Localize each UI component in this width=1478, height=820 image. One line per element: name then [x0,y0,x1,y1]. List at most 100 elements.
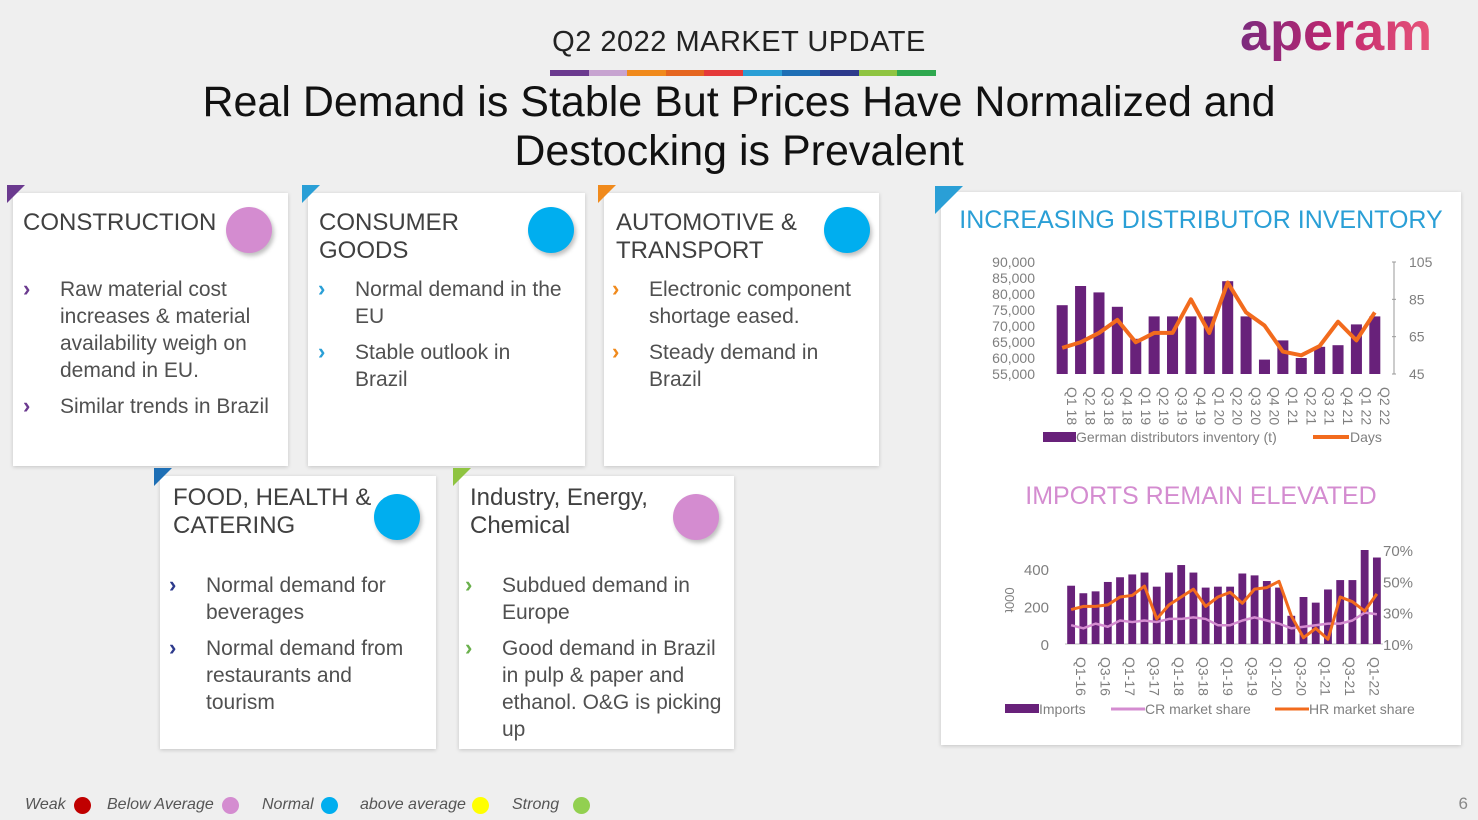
bar [1148,316,1160,374]
chart2-title: IMPORTS REMAIN ELEVATED [1025,482,1377,510]
chevron-right-icon: › [23,393,31,418]
y2-tick-label: 50% [1383,574,1413,591]
bar [1130,338,1142,374]
y-tick-label: 0 [1041,637,1049,654]
bar [1372,557,1381,644]
legend-label: Below Average [107,796,214,813]
x-tick-label: Q1 18 [1064,387,1080,425]
x-tick-label: Q1 19 [1138,387,1154,425]
chart1-title: INCREASING DISTRIBUTOR INVENTORY [959,206,1443,234]
stripe-segment [858,70,898,76]
status-dot-normal [528,207,574,253]
y2-tick-label: 65 [1409,329,1425,345]
bar [1185,316,1197,374]
bullet-text: Steady demand in Brazil [649,341,819,391]
y2-tick-label: 85 [1409,291,1425,307]
status-dot-below-average [673,494,719,540]
chevron-right-icon: › [169,635,177,660]
x-tick-label: Q3 20 [1248,387,1264,425]
x-tick-label: Q4 18 [1119,387,1135,425]
x-tick-label: Q1 22 [1358,387,1374,425]
bar [1262,581,1271,644]
legend-dot [74,797,91,814]
y-tick-label: 90,000 [992,254,1035,270]
bar [1167,316,1179,374]
bar [1165,572,1173,644]
color-stripe [550,70,936,76]
legend-dot [472,797,489,814]
x-tick-label: Q3 19 [1175,387,1191,425]
y-tick-label: 70,000 [992,318,1035,334]
bar [1189,572,1198,644]
stripe-segment [665,70,705,76]
x-tick-label: Q3-20 [1293,657,1309,696]
bar [1295,358,1307,374]
stripe-segment [781,70,821,76]
x-tick-label: Q3-17 [1147,657,1163,696]
bullet-text: Normal demand for beverages [206,574,386,624]
y-tick-label: 65,000 [992,334,1035,350]
chevron-right-icon: › [318,276,326,301]
bar [1277,340,1289,374]
card-construction: CONSTRUCTION › Raw material cost increas… [7,185,288,466]
charts-panel: INCREASING DISTRIBUTOR INVENTORY 90,000 8… [941,192,1461,745]
y-tick-label: 75,000 [992,302,1035,318]
status-dot-normal [374,494,420,540]
card-automotive-transport: AUTOMOTIVE & TRANSPORT › Electronic comp… [598,185,879,466]
x-tick-label: Q1-17 [1122,657,1138,696]
y-tick-label: 200 [1024,599,1049,616]
card-corner-marker [453,468,471,486]
bar [1201,587,1210,644]
bar [1067,585,1076,644]
bar [1324,589,1332,644]
stripe-segment [897,70,936,76]
legend-label: HR market share [1309,701,1415,717]
legend-label: German distributors inventory (t) [1076,429,1277,445]
bar [1238,573,1247,644]
x-tick-label: Q3-18 [1195,657,1211,696]
card-corner-marker [302,185,320,203]
x-tick-label: Q1-22 [1367,657,1383,696]
card-corner-marker [598,185,616,203]
page-title-line2: Destocking is Prevalent [514,127,964,175]
y2-tick-label: 105 [1409,254,1433,270]
stripe-segment [704,70,743,76]
x-tick-label: Q2 18 [1083,387,1099,425]
bullet-text: Similar trends in Brazil [60,395,269,418]
bar [1177,565,1186,644]
bar [1079,593,1088,644]
card-title: CONSUMER GOODS [319,209,460,264]
bar [1128,574,1137,644]
x-tick-label: Q1-19 [1220,657,1236,696]
bar [1250,575,1259,644]
bar [1203,316,1215,374]
legend-label: Imports [1039,701,1086,717]
days-line [1061,280,1377,358]
bar [1360,550,1369,644]
y2-tick-label: 10% [1383,637,1413,654]
x-tick-label: Q2 19 [1156,387,1172,425]
card-consumer-goods: CONSUMER GOODS › Normal demand in the EU… [302,185,585,466]
x-tick-label: Q1 21 [1285,387,1301,425]
bar [1226,586,1235,644]
chevron-right-icon: › [23,276,31,301]
legend-swatch-imports [1005,704,1039,713]
status-dot-normal [824,207,870,253]
x-tick-label: Q2 21 [1303,387,1319,425]
y2-tick-label: 70% [1383,543,1413,560]
card-corner-marker [154,468,172,486]
bullet-text: Good demand in Brazil in pulp & paper an… [502,637,722,741]
stripe-segment [588,70,628,76]
y2-tick-label: 45 [1409,366,1425,382]
legend-label: Normal [262,796,314,813]
bar [1111,306,1123,374]
x-tick-label: Q3 18 [1101,387,1117,425]
bar [1332,345,1344,374]
stripe-segment [627,70,666,76]
chevron-right-icon: › [169,572,177,597]
bar [1091,591,1100,644]
bar [1140,572,1149,644]
x-tick-label: Q3-19 [1244,657,1260,696]
bar [1103,581,1112,644]
chevron-right-icon: › [465,572,473,597]
